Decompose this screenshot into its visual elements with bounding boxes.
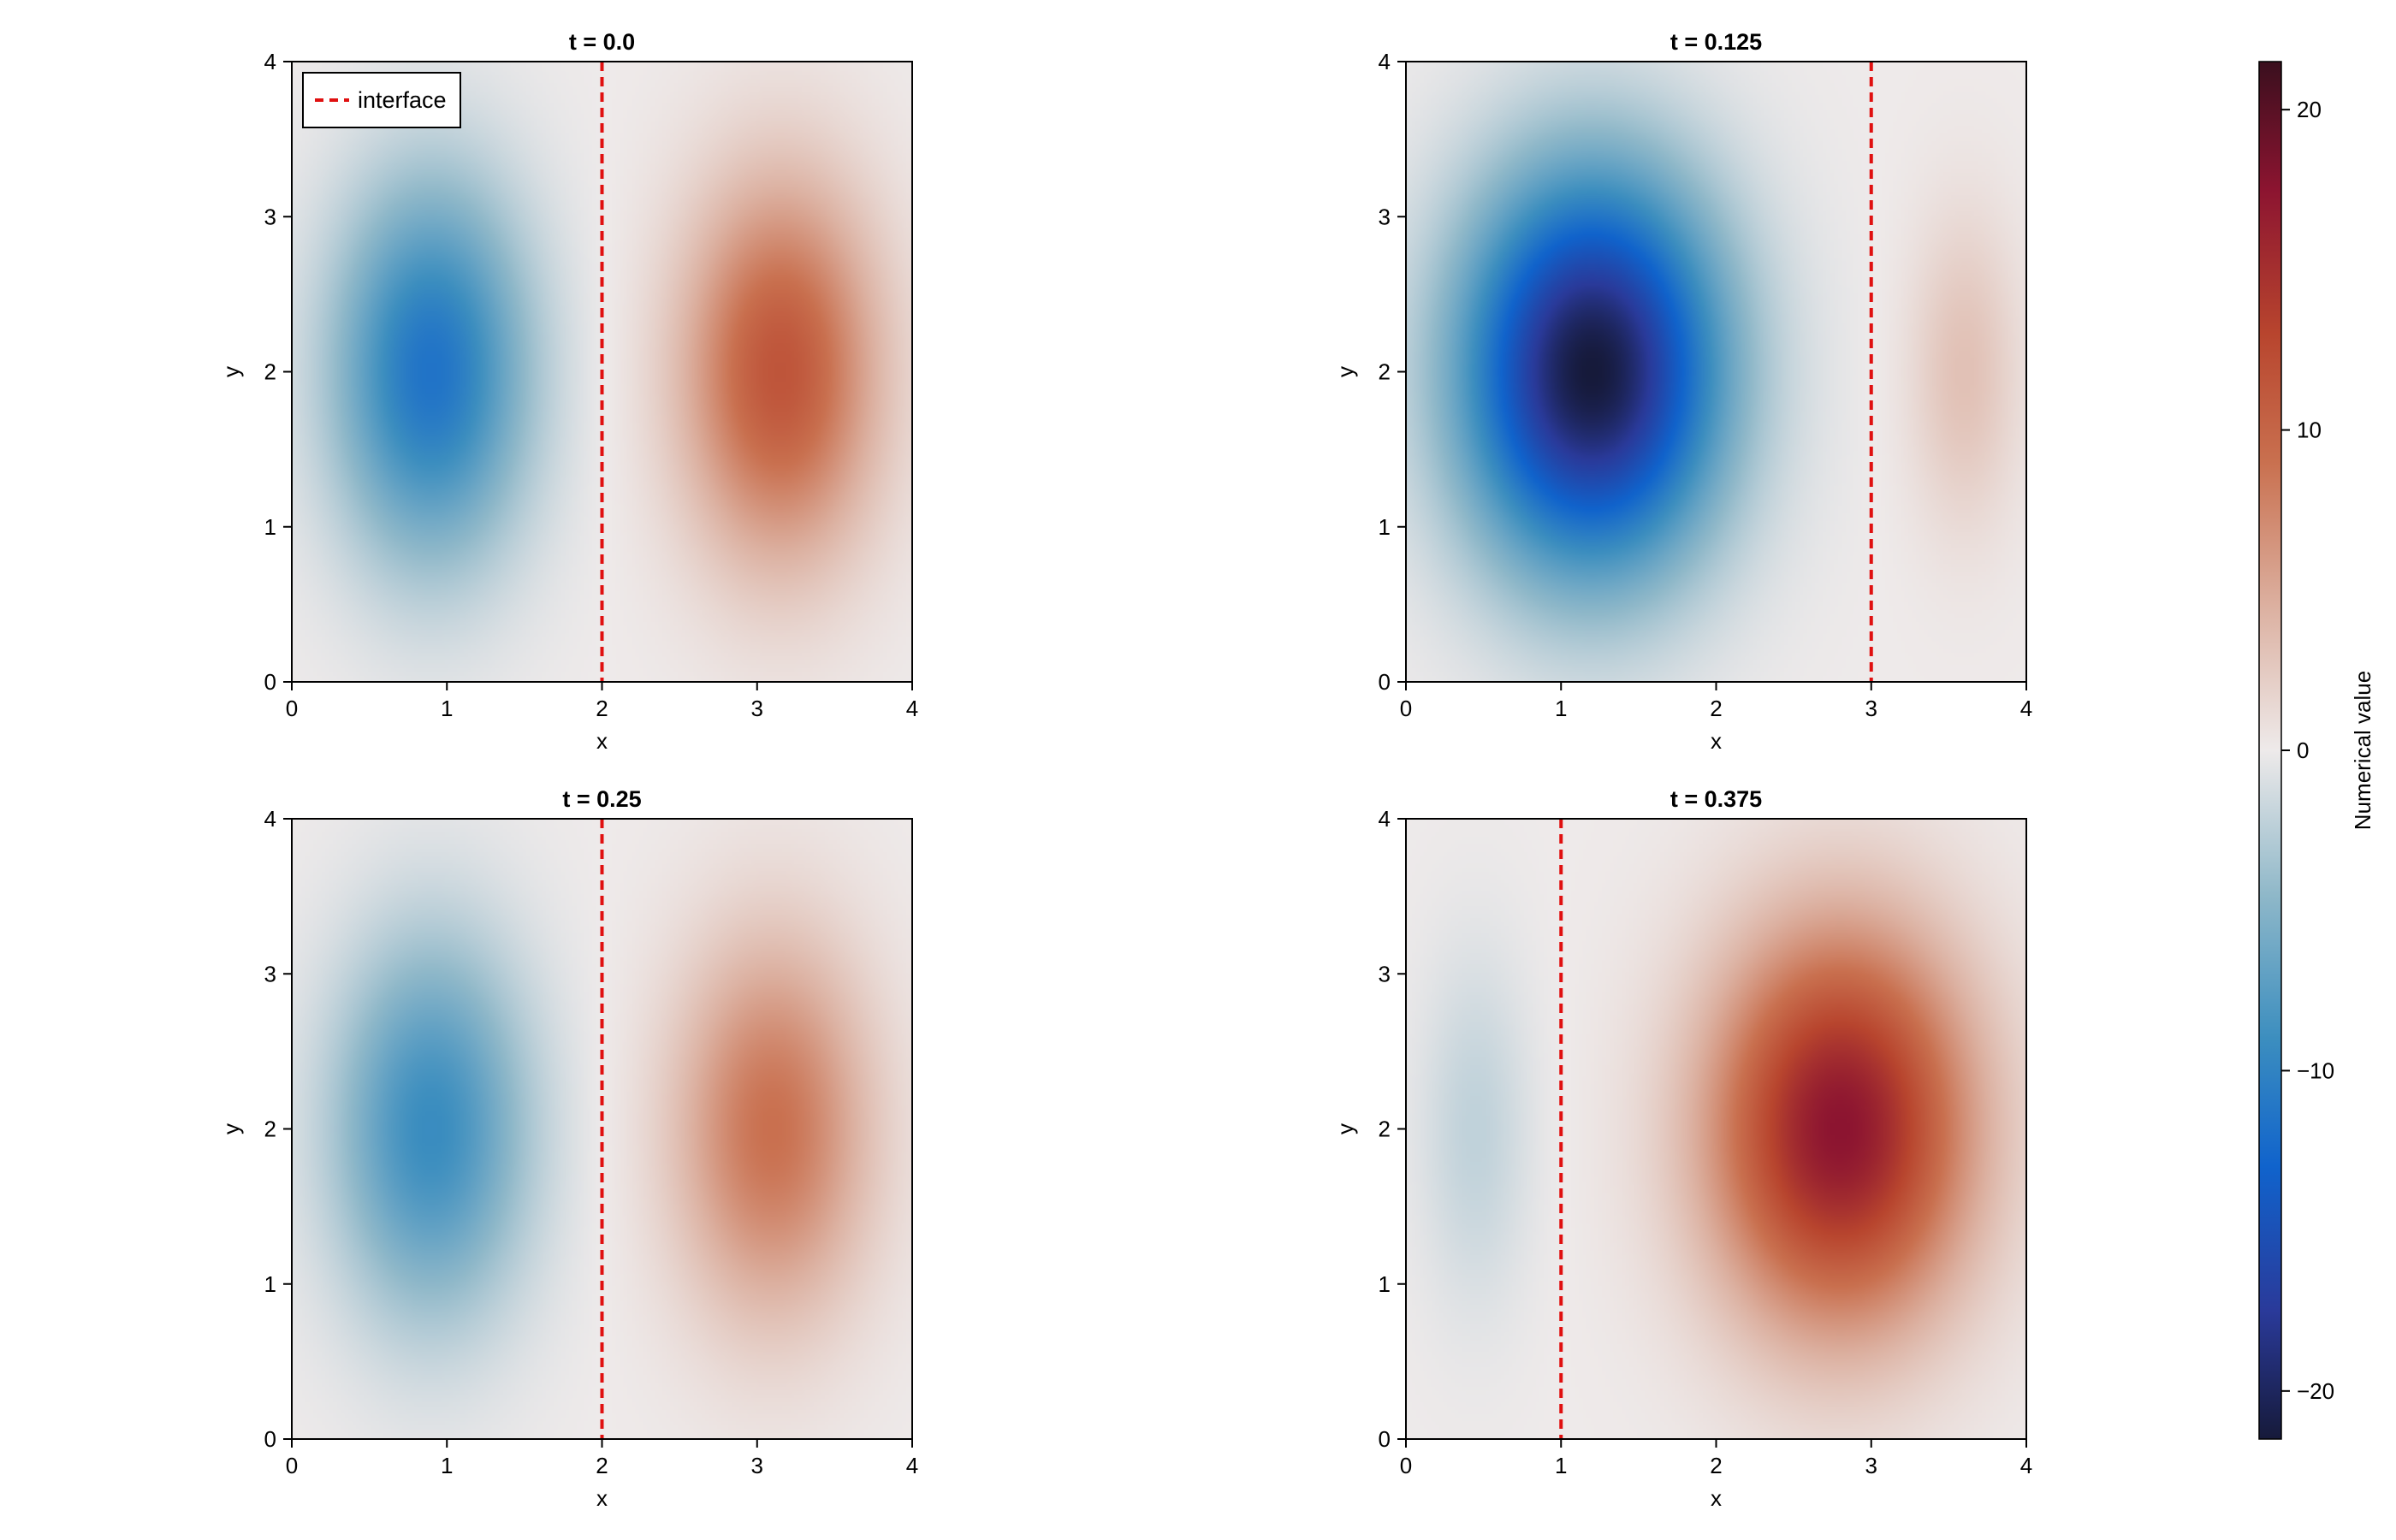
- panel-title: t = 0.125: [1670, 29, 1762, 55]
- x-tick-label: 1: [1555, 1453, 1567, 1478]
- x-tick-label: 1: [441, 696, 453, 721]
- colorbar-label: Numerical value: [2350, 671, 2375, 830]
- y-tick-label: 2: [1379, 359, 1391, 385]
- x-tick-label: 2: [1710, 696, 1722, 721]
- x-axis-label: x: [1711, 1485, 1722, 1511]
- colorbar-bar: [2258, 61, 2282, 1440]
- legend-label: interface: [358, 87, 447, 113]
- panel-1: 0 1 2 3 4 0 1 2 3 4 x y t = 0.125: [1332, 29, 2032, 754]
- panels: 0 1 2 3 4 0 1 2 3 4 x y t = 0.0 interface 0 1 2 3 4 0 1 2 3 4 x y…: [218, 29, 2032, 1511]
- y-tick-label: 4: [264, 806, 276, 832]
- y-axis-label: y: [1332, 366, 1358, 377]
- x-tick-label: 3: [1865, 696, 1877, 721]
- y-tick-label: 2: [1379, 1116, 1391, 1142]
- heatmap-field: [1406, 62, 2026, 682]
- x-axis-label: x: [596, 728, 608, 754]
- colorbar-tick-label: 20: [2297, 97, 2322, 122]
- x-tick-label: 3: [1865, 1453, 1877, 1478]
- x-tick-label: 2: [1710, 1453, 1722, 1478]
- panel-title: t = 0.0: [569, 29, 635, 55]
- x-tick-label: 4: [906, 1453, 918, 1478]
- y-tick-label: 0: [264, 1426, 276, 1452]
- x-tick-label: 3: [751, 696, 763, 721]
- y-tick-label: 3: [264, 961, 276, 986]
- panel-title: t = 0.25: [562, 786, 641, 812]
- y-tick-label: 1: [1379, 1271, 1391, 1297]
- x-axis-label: x: [1711, 728, 1722, 754]
- y-axis-label: y: [1332, 1123, 1358, 1134]
- colorbar-tick-label: 0: [2297, 737, 2309, 763]
- x-tick-label: 2: [596, 696, 608, 721]
- y-tick-label: 2: [264, 1116, 276, 1142]
- y-tick-label: 3: [1379, 961, 1391, 986]
- y-tick-label: 1: [264, 1271, 276, 1297]
- legend-box: [302, 72, 461, 128]
- x-tick-label: 0: [286, 1453, 298, 1478]
- colorbar-tick-label: −20: [2297, 1378, 2334, 1404]
- x-tick-label: 4: [2020, 1453, 2032, 1478]
- x-tick-label: 3: [751, 1453, 763, 1478]
- legend: interface: [302, 72, 461, 128]
- y-tick-label: 1: [1379, 514, 1391, 540]
- panel-2: 0 1 2 3 4 0 1 2 3 4 x y t = 0.25: [218, 786, 918, 1511]
- y-tick-label: 0: [1379, 1426, 1391, 1452]
- x-tick-label: 0: [286, 696, 298, 721]
- x-tick-label: 0: [1400, 696, 1412, 721]
- x-tick-label: 2: [596, 1453, 608, 1478]
- y-tick-label: 3: [1379, 204, 1391, 229]
- y-tick-label: 1: [264, 514, 276, 540]
- colorbar-tick-label: −10: [2297, 1057, 2334, 1083]
- x-tick-label: 0: [1400, 1453, 1412, 1478]
- colorbar-tick-label: 10: [2297, 418, 2322, 443]
- panel-title: t = 0.375: [1670, 786, 1762, 812]
- x-tick-label: 1: [1555, 696, 1567, 721]
- y-axis-label: y: [218, 366, 244, 377]
- y-axis-label: y: [218, 1123, 244, 1134]
- y-tick-label: 4: [1379, 49, 1391, 74]
- y-tick-label: 3: [264, 204, 276, 229]
- panel-3: 0 1 2 3 4 0 1 2 3 4 x y t = 0.375: [1332, 786, 2032, 1511]
- heatmap-field: [1406, 819, 2026, 1439]
- y-tick-label: 4: [1379, 806, 1391, 832]
- x-axis-label: x: [596, 1485, 608, 1511]
- y-tick-label: 0: [264, 669, 276, 695]
- y-tick-label: 0: [1379, 669, 1391, 695]
- x-tick-label: 4: [906, 696, 918, 721]
- y-tick-label: 2: [264, 359, 276, 385]
- colorbar: −20 −10 0 10 20 Numerical value: [2258, 61, 2375, 1440]
- panel-0: 0 1 2 3 4 0 1 2 3 4 x y t = 0.0 interface: [218, 29, 918, 754]
- x-tick-label: 4: [2020, 696, 2032, 721]
- x-tick-label: 1: [441, 1453, 453, 1478]
- y-tick-label: 4: [264, 49, 276, 74]
